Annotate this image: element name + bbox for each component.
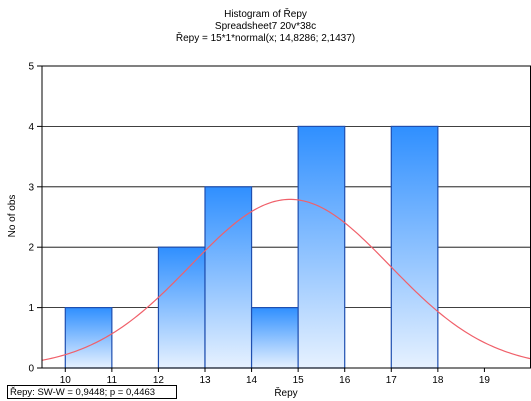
y-tick-label: 4: [28, 122, 34, 133]
x-tick-label: 17: [386, 375, 398, 386]
y-tick-label: 2: [28, 243, 34, 254]
histogram-bar: [390, 125, 439, 369]
chart-subtitle: Spreadsheet7 20v*38c: [214, 21, 317, 32]
chart-title: Histogram of Řepy: [224, 9, 307, 20]
chart-formula: Řepy = 15*1*normal(x; 14,8286; 2,1437): [175, 33, 356, 44]
x-tick-label: 14: [246, 375, 258, 386]
stat-label-box: Řepy: SW-W = 0,9448; p = 0,4463: [7, 385, 177, 399]
x-tick-label: 11: [107, 375, 118, 386]
x-axis-label: Řepy: [274, 386, 297, 399]
x-tick-label: 12: [153, 375, 165, 386]
histogram-bar: [204, 186, 253, 369]
y-tick-label: 3: [28, 182, 34, 193]
x-tick-label: 19: [479, 375, 491, 386]
x-tick-label: 15: [293, 375, 305, 386]
x-tick-label: 16: [339, 375, 351, 386]
y-tick-label: 0: [28, 364, 34, 375]
y-tick-label: 5: [28, 62, 34, 73]
y-axis-label: No of obs: [7, 195, 18, 238]
y-tick-label: 1: [28, 303, 34, 314]
normal-curve: [41, 198, 531, 361]
histogram-bar: [250, 307, 299, 369]
x-tick-label: 13: [199, 375, 211, 386]
histogram-bar: [297, 125, 346, 369]
histogram-bar: [157, 246, 206, 369]
x-tick-label: 18: [432, 375, 444, 386]
x-tick-label: 10: [60, 375, 72, 386]
